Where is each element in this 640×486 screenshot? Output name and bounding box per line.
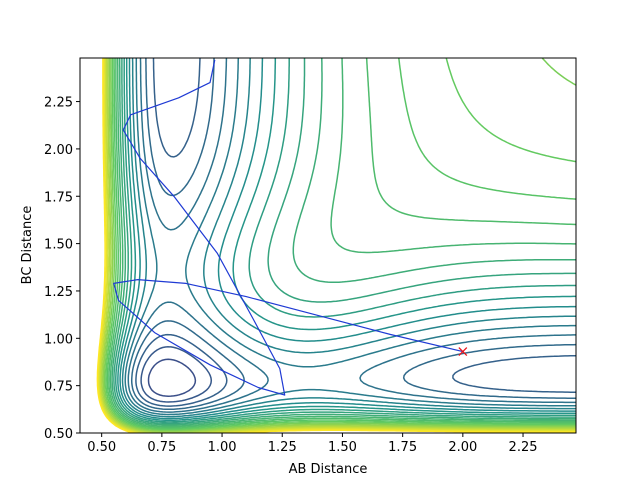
contour-line [100, 58, 576, 433]
x-tick-label: 0.75 [147, 440, 176, 455]
contour-line [111, 58, 576, 426]
contour-line [101, 58, 576, 433]
contour-line [140, 346, 213, 403]
contour-line [106, 58, 576, 430]
contour-line [97, 58, 576, 433]
trajectory-layer [113, 59, 468, 396]
x-tick-label: 1.50 [328, 440, 357, 455]
start-marker [458, 347, 468, 357]
contour-lines [96, 58, 576, 433]
x-tick-label: 1.25 [268, 440, 297, 455]
y-tick-label: 1.75 [44, 190, 73, 205]
contour-line [147, 358, 197, 397]
y-tick-label: 0.75 [44, 380, 73, 395]
y-axis: 0.50 0.75 1.00 1.25 1.50 1.75 2.00 2.25 [44, 96, 80, 442]
y-tick-label: 1.25 [44, 285, 73, 300]
contour-line [109, 58, 576, 427]
y-axis-label: BC Distance [20, 206, 35, 285]
x-axis: 0.50 0.75 1.00 1.25 1.50 1.75 2.00 2.25 [87, 433, 538, 455]
contour-line [121, 58, 576, 418]
contour-line [127, 58, 576, 413]
y-tick-label: 1.00 [44, 332, 73, 347]
contour-line [103, 58, 576, 432]
contour-line [102, 58, 576, 433]
y-tick-label: 1.50 [44, 238, 73, 253]
contour-line [117, 58, 576, 422]
contour-line [119, 58, 576, 420]
contour-line [115, 58, 576, 423]
y-tick-label: 2.25 [44, 96, 73, 111]
contour-line [105, 58, 576, 431]
trajectory-line [113, 59, 463, 396]
contour-line [108, 58, 576, 429]
x-axis-label: AB Distance [289, 462, 368, 477]
contour-line [135, 58, 576, 407]
x-tick-label: 2.00 [448, 440, 477, 455]
y-tick-label: 0.50 [44, 427, 73, 442]
x-tick-label: 1.75 [388, 440, 417, 455]
x-tick-label: 0.50 [87, 440, 116, 455]
x-tick-label: 1.00 [208, 440, 237, 455]
contour-line [113, 58, 576, 425]
contour-line [124, 58, 576, 416]
y-tick-label: 2.00 [44, 143, 73, 158]
plot-frame [79, 57, 577, 434]
contour-line [96, 58, 576, 433]
x-tick-label: 2.25 [509, 440, 538, 455]
contour-line [98, 58, 576, 433]
contour-line [130, 58, 576, 411]
